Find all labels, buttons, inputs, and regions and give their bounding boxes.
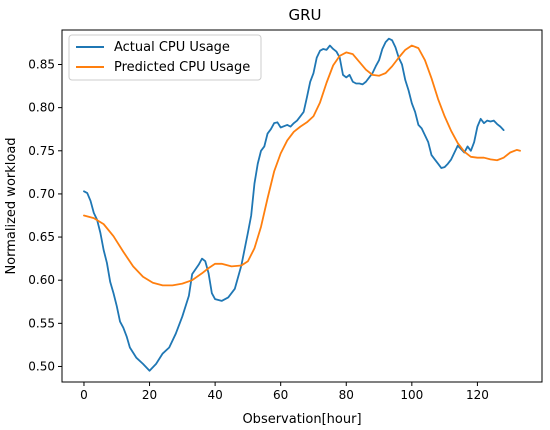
y-axis-ticks: 0.50 0.55 0.60 0.65 0.70 0.75 0.80 0.85 — [28, 58, 62, 373]
legend-label-predicted: Predicted CPU Usage — [114, 60, 250, 75]
y-tick-label: 0.75 — [28, 144, 55, 158]
y-tick-label: 0.60 — [28, 273, 55, 287]
y-tick-label: 0.65 — [28, 230, 55, 244]
y-axis-title: Normalized workload — [4, 137, 19, 274]
x-tick-label: 80 — [339, 388, 354, 402]
chart-title: GRU — [288, 6, 321, 24]
y-tick-label: 0.85 — [28, 58, 55, 72]
legend: Actual CPU Usage Predicted CPU Usage — [68, 34, 262, 81]
series-line-actual — [83, 37, 505, 372]
x-tick-label: 100 — [400, 388, 423, 402]
plot-frame — [61, 29, 543, 383]
series-layer — [83, 37, 521, 372]
y-tick-label: 0.80 — [28, 101, 55, 115]
x-tick-label: 120 — [466, 388, 489, 402]
x-axis-ticks: 0 20 40 60 80 100 120 — [80, 382, 489, 402]
legend-label-actual: Actual CPU Usage — [114, 40, 230, 55]
y-tick-label: 0.70 — [28, 187, 55, 201]
x-tick-label: 0 — [80, 388, 88, 402]
x-tick-label: 40 — [207, 388, 222, 402]
x-tick-label: 60 — [273, 388, 288, 402]
legend-box — [68, 34, 262, 81]
x-tick-label: 20 — [142, 388, 157, 402]
x-axis-title: Observation[hour] — [242, 412, 361, 427]
series-line-predicted — [83, 44, 521, 287]
y-tick-label: 0.55 — [28, 316, 55, 330]
y-tick-label: 0.50 — [28, 359, 55, 373]
